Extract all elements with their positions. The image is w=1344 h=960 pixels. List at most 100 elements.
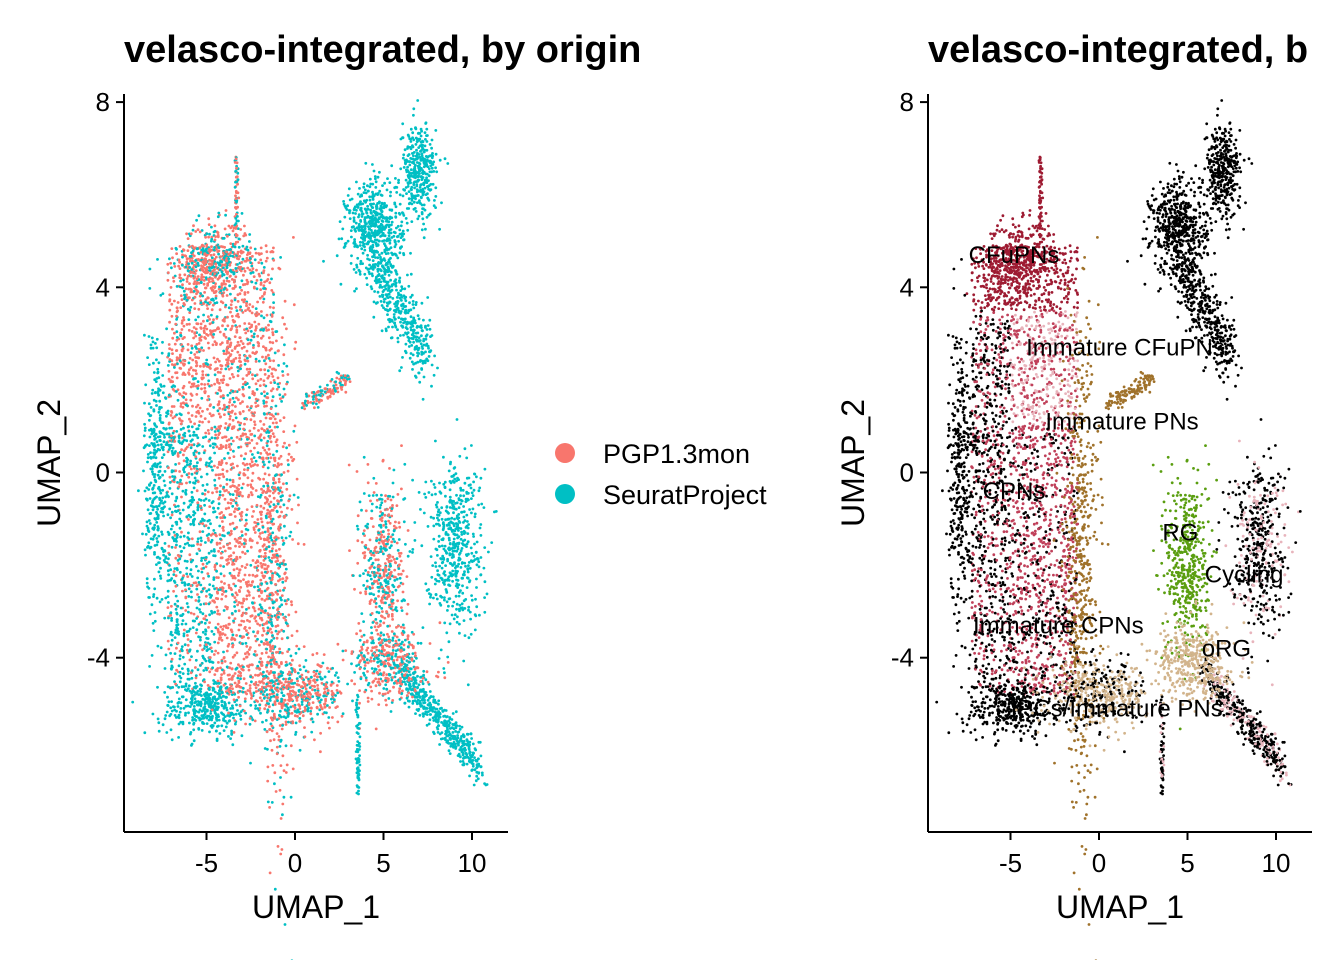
scatter-point [316,675,320,679]
scatter-point [232,551,236,555]
scatter-point [277,385,281,389]
scatter-point [287,720,290,724]
scatter-point [236,365,240,369]
scatter-point [285,382,288,386]
scatter-point [204,556,208,559]
scatter-point [238,477,242,480]
scatter-point [235,593,239,597]
scatter-point [284,579,288,583]
scatter-point [202,362,206,366]
scatter-point [280,674,284,677]
scatter-point [248,354,252,358]
scatter-point [200,556,204,560]
scatter-point [193,511,197,515]
scatter-point [263,448,267,452]
scatter-point [204,643,208,647]
scatter-point [208,266,211,270]
scatter-point [245,367,249,371]
scatter-point [181,508,185,512]
scatter-point [260,661,264,664]
scatter-point [216,622,220,626]
scatter-point [266,536,270,539]
scatter-point [218,541,222,545]
scatter-point [170,638,174,642]
scatter-point [233,515,237,518]
scatter-point [232,375,235,379]
scatter-point [151,388,155,392]
scatter-point [222,656,226,659]
scatter-point [203,705,207,709]
scatter-point [266,800,270,804]
scatter-point [159,574,162,578]
scatter-point [259,711,262,715]
scatter-point [216,429,220,433]
scatter-point [230,593,234,596]
scatter-point [229,707,233,710]
scatter-point [262,674,265,678]
scatter-point [287,682,291,686]
scatter-point [279,702,283,706]
scatter-point [237,628,241,632]
scatter-point [256,568,260,572]
scatter-point [215,486,219,490]
scatter-point [284,677,288,681]
scatter-point [238,634,242,638]
scatter-point [244,309,247,312]
scatter-point [309,712,313,716]
scatter-point [248,573,251,577]
scatter-point [169,706,173,710]
scatter-point [224,589,228,593]
scatter-point [279,498,283,502]
scatter-point [239,305,243,309]
scatter-point [161,501,165,505]
scatter-point [254,524,258,528]
scatter-point [235,390,239,393]
scatter-point [262,423,266,426]
scatter-point [166,278,170,282]
scatter-point [156,507,160,511]
scatter-point [210,313,213,317]
scatter-point [162,514,166,518]
scatter-point [218,524,222,528]
scatter-point [218,308,222,312]
scatter-point [219,636,223,639]
scatter-point [247,652,251,656]
scatter-point [181,278,185,282]
scatter-point [225,482,229,486]
scatter-point [200,539,203,543]
scatter-point [264,703,268,707]
scatter-point [234,275,238,279]
scatter-point [202,329,206,333]
scatter-point [298,664,302,667]
scatter-point [167,354,171,357]
scatter-point [226,531,230,535]
scatter-point [182,453,185,457]
scatter-point [302,543,306,546]
scatter-point [160,547,164,551]
scatter-point [230,278,234,281]
scatter-point [251,605,255,609]
scatter-point [212,576,216,580]
scatter-point [249,646,252,649]
scatter-point [157,729,161,733]
scatter-point [255,503,259,507]
scatter-point [197,622,201,626]
scatter-point [172,570,176,573]
scatter-point [273,474,277,477]
scatter-point [187,677,191,681]
scatter-point [173,299,176,303]
scatter-point [259,504,263,508]
scatter-point [160,351,164,355]
scatter-point [189,254,193,258]
scatter-point [161,723,165,727]
scatter-point [242,283,245,287]
scatter-point [172,579,176,583]
scatter-point [213,229,217,233]
scatter-point [280,473,283,476]
scatter-point [262,329,265,332]
scatter-point [167,700,171,704]
scatter-point [223,317,226,321]
scatter-point [160,385,163,388]
scatter-point [169,261,173,265]
scatter-point [274,590,278,594]
